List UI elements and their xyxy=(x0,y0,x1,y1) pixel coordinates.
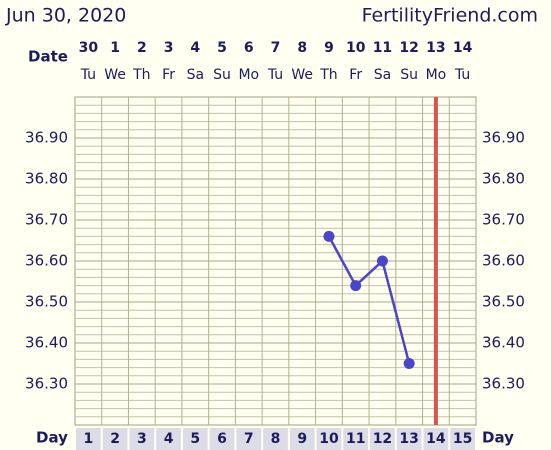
y-tick-label-right: 36.90 xyxy=(482,129,525,147)
day-cell xyxy=(209,428,235,450)
day-cell xyxy=(236,428,262,450)
day-cell xyxy=(76,428,101,450)
date-label: 14 xyxy=(453,40,473,56)
date-label: 7 xyxy=(271,40,281,56)
day-label: 12 xyxy=(373,431,392,447)
day-label: Day xyxy=(36,429,68,447)
day-label: 14 xyxy=(426,431,446,447)
weekday-label: Mo xyxy=(426,67,447,83)
y-tick-label-right: 36.60 xyxy=(482,252,525,270)
data-point xyxy=(403,358,415,369)
day-label: 7 xyxy=(244,431,254,447)
y-tick-label: 36.50 xyxy=(25,293,68,311)
weekday-label: We xyxy=(291,67,313,83)
y-tick-label: 36.60 xyxy=(25,252,68,270)
day-cell xyxy=(129,428,155,450)
weekday-label: Sa xyxy=(374,67,391,83)
day-label: 3 xyxy=(137,431,147,447)
weekday-label: Tu xyxy=(267,67,283,83)
y-tick-label-right: 36.40 xyxy=(482,334,525,352)
data-point xyxy=(350,280,362,292)
y-tick-label-right: 36.70 xyxy=(482,211,525,229)
series-line xyxy=(327,235,411,364)
weekday-label: Tu xyxy=(454,67,470,83)
weekday-label: Sa xyxy=(187,67,204,83)
date-label: 11 xyxy=(373,40,392,56)
day-label: 5 xyxy=(190,431,200,447)
day-cell xyxy=(316,428,342,450)
date-label: 2 xyxy=(137,40,147,56)
data-point xyxy=(323,230,335,242)
day-cell xyxy=(289,428,315,450)
site-name: FertilityFriend.com xyxy=(362,5,538,27)
day-cell xyxy=(182,428,208,450)
day-label: 2 xyxy=(110,431,120,447)
day-cell xyxy=(423,428,449,450)
data-point xyxy=(376,255,388,267)
date-label: 5 xyxy=(217,40,227,56)
day-label: 15 xyxy=(453,431,472,447)
date-label: 6 xyxy=(244,40,254,56)
day-label: 1 xyxy=(83,431,93,447)
day-label: 4 xyxy=(164,431,174,447)
y-tick-label: 36.80 xyxy=(25,170,68,188)
date-label: 1 xyxy=(110,40,120,56)
y-tick-label-right: 36.80 xyxy=(482,170,525,188)
weekday-label: Th xyxy=(319,67,337,83)
day-label: 10 xyxy=(319,431,339,447)
day-label: 6 xyxy=(217,431,227,447)
y-tick-label-right: 36.30 xyxy=(482,375,525,393)
day-cell xyxy=(396,428,422,450)
date-label: 4 xyxy=(190,40,200,56)
y-tick-label-right: 36.50 xyxy=(482,293,525,311)
day-label: 9 xyxy=(297,431,307,447)
day-label: Day xyxy=(482,429,514,447)
weekday-label: Fr xyxy=(162,67,175,83)
day-cell xyxy=(370,428,395,450)
weekday-label: Mo xyxy=(238,67,259,83)
y-tick-label: 36.40 xyxy=(25,334,68,352)
day-cell xyxy=(343,428,369,450)
day-cell xyxy=(263,428,288,450)
day-cell xyxy=(450,428,475,450)
weekday-label: Th xyxy=(132,67,150,83)
weekday-label: Su xyxy=(213,67,231,83)
day-label: 11 xyxy=(346,431,365,447)
y-tick-label: 36.30 xyxy=(25,375,68,393)
chart-date: Jun 30, 2020 xyxy=(5,5,126,27)
weekday-label: Su xyxy=(400,67,418,83)
day-label: 8 xyxy=(271,431,281,447)
date-label: 30 xyxy=(79,40,99,56)
date-label: 10 xyxy=(346,40,366,56)
y-tick-label: 36.90 xyxy=(25,129,68,147)
y-tick-label: 36.70 xyxy=(25,211,68,229)
date-label: 3 xyxy=(164,40,174,56)
date-label: Date xyxy=(28,48,68,66)
date-label: 12 xyxy=(399,40,418,56)
weekday-label: Fr xyxy=(349,67,362,83)
date-label: 9 xyxy=(324,40,334,56)
weekday-label: Tu xyxy=(80,67,96,83)
day-label: 13 xyxy=(399,431,418,447)
day-cell xyxy=(156,428,181,450)
date-label: 13 xyxy=(426,40,445,56)
weekday-label: We xyxy=(104,67,126,83)
date-label: 8 xyxy=(297,40,307,56)
day-cell xyxy=(102,428,128,450)
